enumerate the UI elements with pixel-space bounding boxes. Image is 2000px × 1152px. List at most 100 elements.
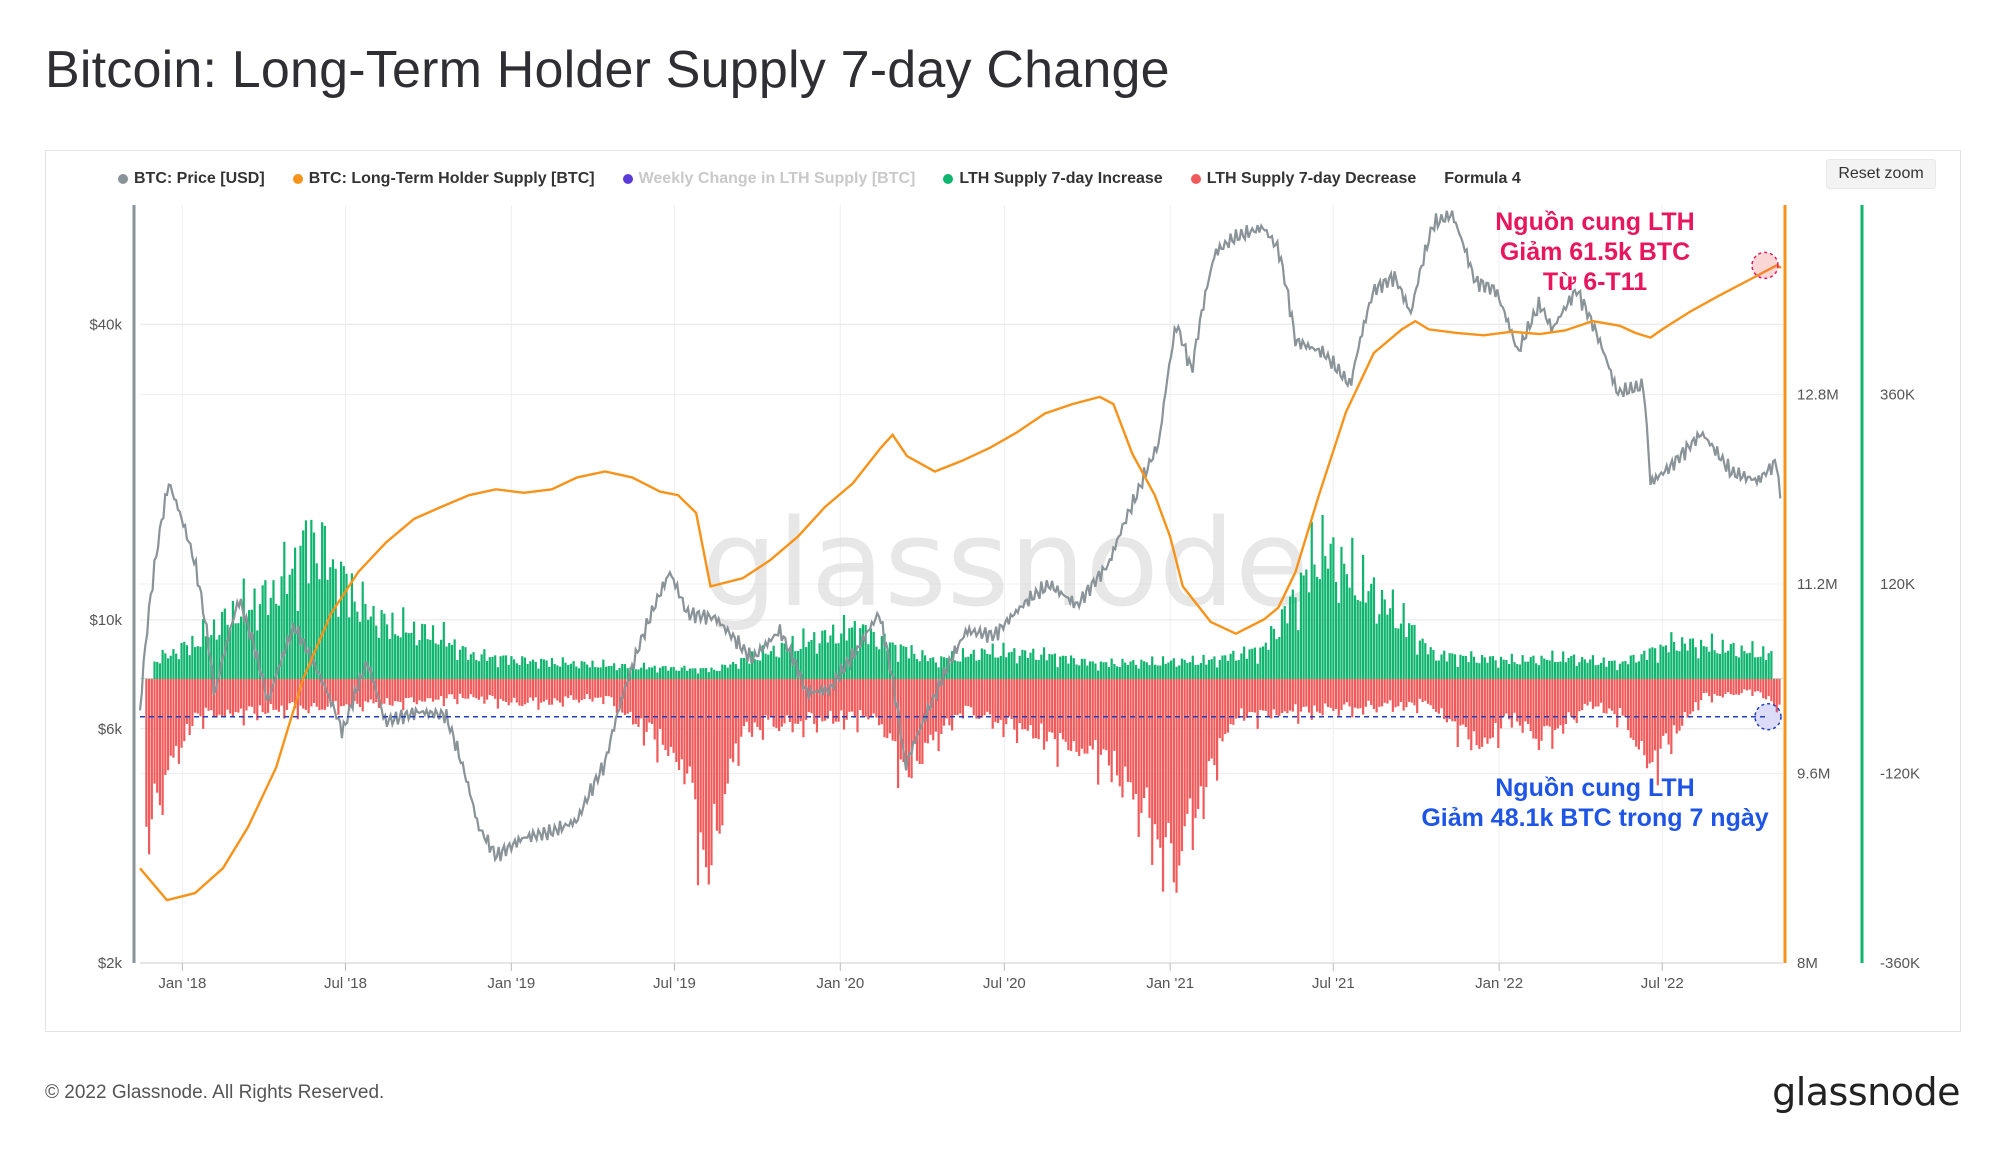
legend-item[interactable]: BTC: Price [USD] — [118, 170, 265, 188]
decrease-bar — [1516, 678, 1519, 722]
decrease-bar — [1164, 678, 1167, 838]
legend-item[interactable]: LTH Supply 7-day Decrease — [1190, 170, 1416, 188]
increase-bar — [1248, 649, 1251, 679]
footer-copyright: © 2022 Glassnode. All Rights Reserved. — [45, 1082, 385, 1103]
increase-bar — [1697, 658, 1700, 679]
increase-bar — [1362, 554, 1365, 679]
increase-bar — [1391, 589, 1394, 679]
decrease-bar — [1624, 678, 1627, 718]
increase-bar — [1380, 589, 1384, 679]
decrease-bar — [1667, 678, 1670, 745]
decrease-bar — [1297, 678, 1300, 724]
increase-bar — [905, 647, 908, 679]
increase-bar — [1624, 661, 1627, 679]
increase-bar — [910, 645, 913, 679]
increase-bar — [1572, 654, 1576, 679]
increase-bar — [1691, 638, 1695, 679]
decrease-bar — [256, 678, 259, 721]
increase-bar — [1583, 659, 1586, 679]
legend-item[interactable]: Formula 4 — [1444, 170, 1520, 188]
increase-bar — [896, 661, 900, 679]
legend-item[interactable]: Weekly Change in LTH Supply [BTC] — [622, 170, 915, 188]
increase-bar — [248, 610, 251, 679]
decrease-bar — [1599, 678, 1603, 703]
increase-bar — [826, 642, 829, 679]
legend-item[interactable]: LTH Supply 7-day Increase — [943, 170, 1163, 188]
decrease-bar — [1259, 678, 1262, 711]
increase-bar — [756, 660, 759, 679]
decrease-bar — [1091, 678, 1094, 750]
decrease-bar — [694, 678, 697, 800]
increase-bar — [1702, 646, 1705, 679]
increase-bar — [410, 632, 413, 679]
increase-bar — [669, 667, 673, 679]
increase-bar — [667, 670, 670, 679]
increase-bar — [472, 652, 475, 679]
increase-bar — [434, 643, 437, 679]
increase-bar — [485, 660, 489, 679]
increase-bar — [1551, 650, 1554, 679]
increase-bar — [664, 666, 667, 679]
increase-bar — [696, 673, 700, 679]
decrease-bar — [1216, 678, 1219, 781]
increase-bar — [345, 573, 348, 679]
increase-bar — [1370, 583, 1373, 679]
increase-bar — [926, 661, 929, 679]
decrease-bar — [845, 678, 848, 720]
increase-bar — [688, 668, 691, 679]
decrease-bar — [1635, 678, 1638, 747]
decrease-bar — [242, 678, 245, 726]
decrease-bar — [1494, 678, 1497, 724]
decrease-bar — [180, 678, 183, 748]
increase-bar — [1321, 514, 1324, 679]
increase-bar — [659, 667, 662, 679]
increase-bar — [526, 663, 529, 679]
decrease-bar — [412, 678, 416, 703]
increase-bar — [488, 657, 491, 679]
increase-bar — [1078, 665, 1081, 679]
decrease-bar — [218, 678, 221, 715]
decrease-bar — [1462, 678, 1465, 725]
decrease-bar — [285, 678, 289, 710]
increase-bar — [1675, 650, 1678, 679]
increase-bar — [437, 644, 440, 679]
increase-bar — [602, 659, 605, 679]
decrease-bar — [321, 678, 324, 710]
decrease-bar — [491, 678, 494, 696]
decrease-bar — [440, 678, 443, 697]
increase-bar — [834, 643, 837, 679]
decrease-bar — [1253, 678, 1257, 713]
decrease-bar — [821, 678, 824, 722]
decrease-bar — [1307, 678, 1311, 713]
increase-bar — [440, 639, 443, 679]
decrease-bar — [1264, 678, 1267, 711]
increase-bar — [1399, 623, 1403, 679]
decrease-bar — [391, 678, 394, 706]
x-tick-label: Jul '19 — [653, 975, 696, 992]
decrease-bar — [450, 678, 454, 695]
increase-bar — [1059, 656, 1062, 679]
reset-zoom-button[interactable]: Reset zoom — [1826, 159, 1936, 189]
increase-bar — [721, 664, 724, 679]
decrease-bar — [621, 678, 624, 713]
increase-bar — [553, 663, 556, 679]
increase-bar — [594, 667, 597, 679]
legend-dot-icon — [292, 174, 303, 184]
decrease-bar — [1134, 678, 1138, 794]
increase-bar — [294, 547, 297, 679]
annotation-top-line: Nguồn cung LTH — [1495, 208, 1695, 236]
increase-bar — [1272, 628, 1275, 679]
decrease-bar — [164, 678, 167, 775]
increase-bar — [175, 653, 178, 679]
increase-bar — [1735, 656, 1738, 679]
legend-item[interactable]: BTC: Long-Term Holder Supply [BTC] — [292, 170, 595, 188]
decrease-bar — [575, 678, 578, 700]
decrease-bar — [1424, 678, 1427, 701]
decrease-bar — [1526, 678, 1530, 724]
decrease-bar — [299, 678, 302, 706]
decrease-bar — [1524, 678, 1527, 722]
decrease-bar — [302, 678, 305, 709]
decrease-bar — [1426, 678, 1430, 704]
increase-bar — [164, 653, 167, 679]
increase-bar — [226, 624, 229, 679]
